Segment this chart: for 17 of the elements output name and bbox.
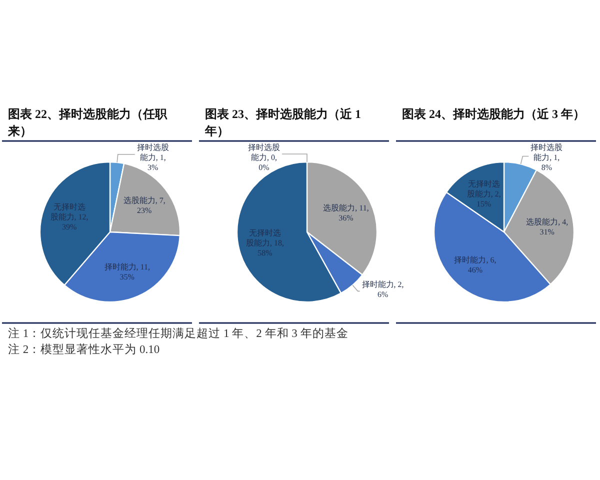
note: 注 2：模型显著性水平为 0.10 bbox=[8, 344, 160, 356]
slice-label: 无择时选股能力, 2, 15% bbox=[466, 179, 501, 208]
slice-label: 无择时选股能力, 12, 39% bbox=[50, 202, 88, 232]
slice-label: 择时选股能力, 1, 3% bbox=[136, 143, 169, 172]
slice-label: 择时选股能力, 0, 0% bbox=[248, 143, 280, 172]
chart-title: 图表 24、择时选股能力（近 3 年） bbox=[402, 107, 585, 121]
chart-title: 图表 23、择时选股能力（近 1 年） bbox=[205, 107, 361, 138]
slice-label: 选股能力, 7, 23% bbox=[123, 196, 166, 216]
slice-label: 择时能力, 11, 35% bbox=[104, 262, 150, 282]
slice-label: 选股能力, 11, 36% bbox=[323, 204, 369, 223]
note: 注 1：仅统计现任基金经理任期满足超过 1 年、2 年和 3 年的基金 bbox=[8, 328, 348, 340]
slice-label: 无择时选股能力, 18, 58% bbox=[246, 228, 284, 258]
chart-title: 图表 22、择时选股能力（任职来） bbox=[8, 107, 167, 138]
slice-label: 择时能力, 2, 6% bbox=[362, 280, 404, 299]
slice-label: 选股能力, 4, 31% bbox=[526, 218, 568, 237]
slice-label: 择时选股能力, 1, 8% bbox=[530, 143, 563, 172]
slice-label: 择时能力, 6, 46% bbox=[454, 255, 496, 274]
